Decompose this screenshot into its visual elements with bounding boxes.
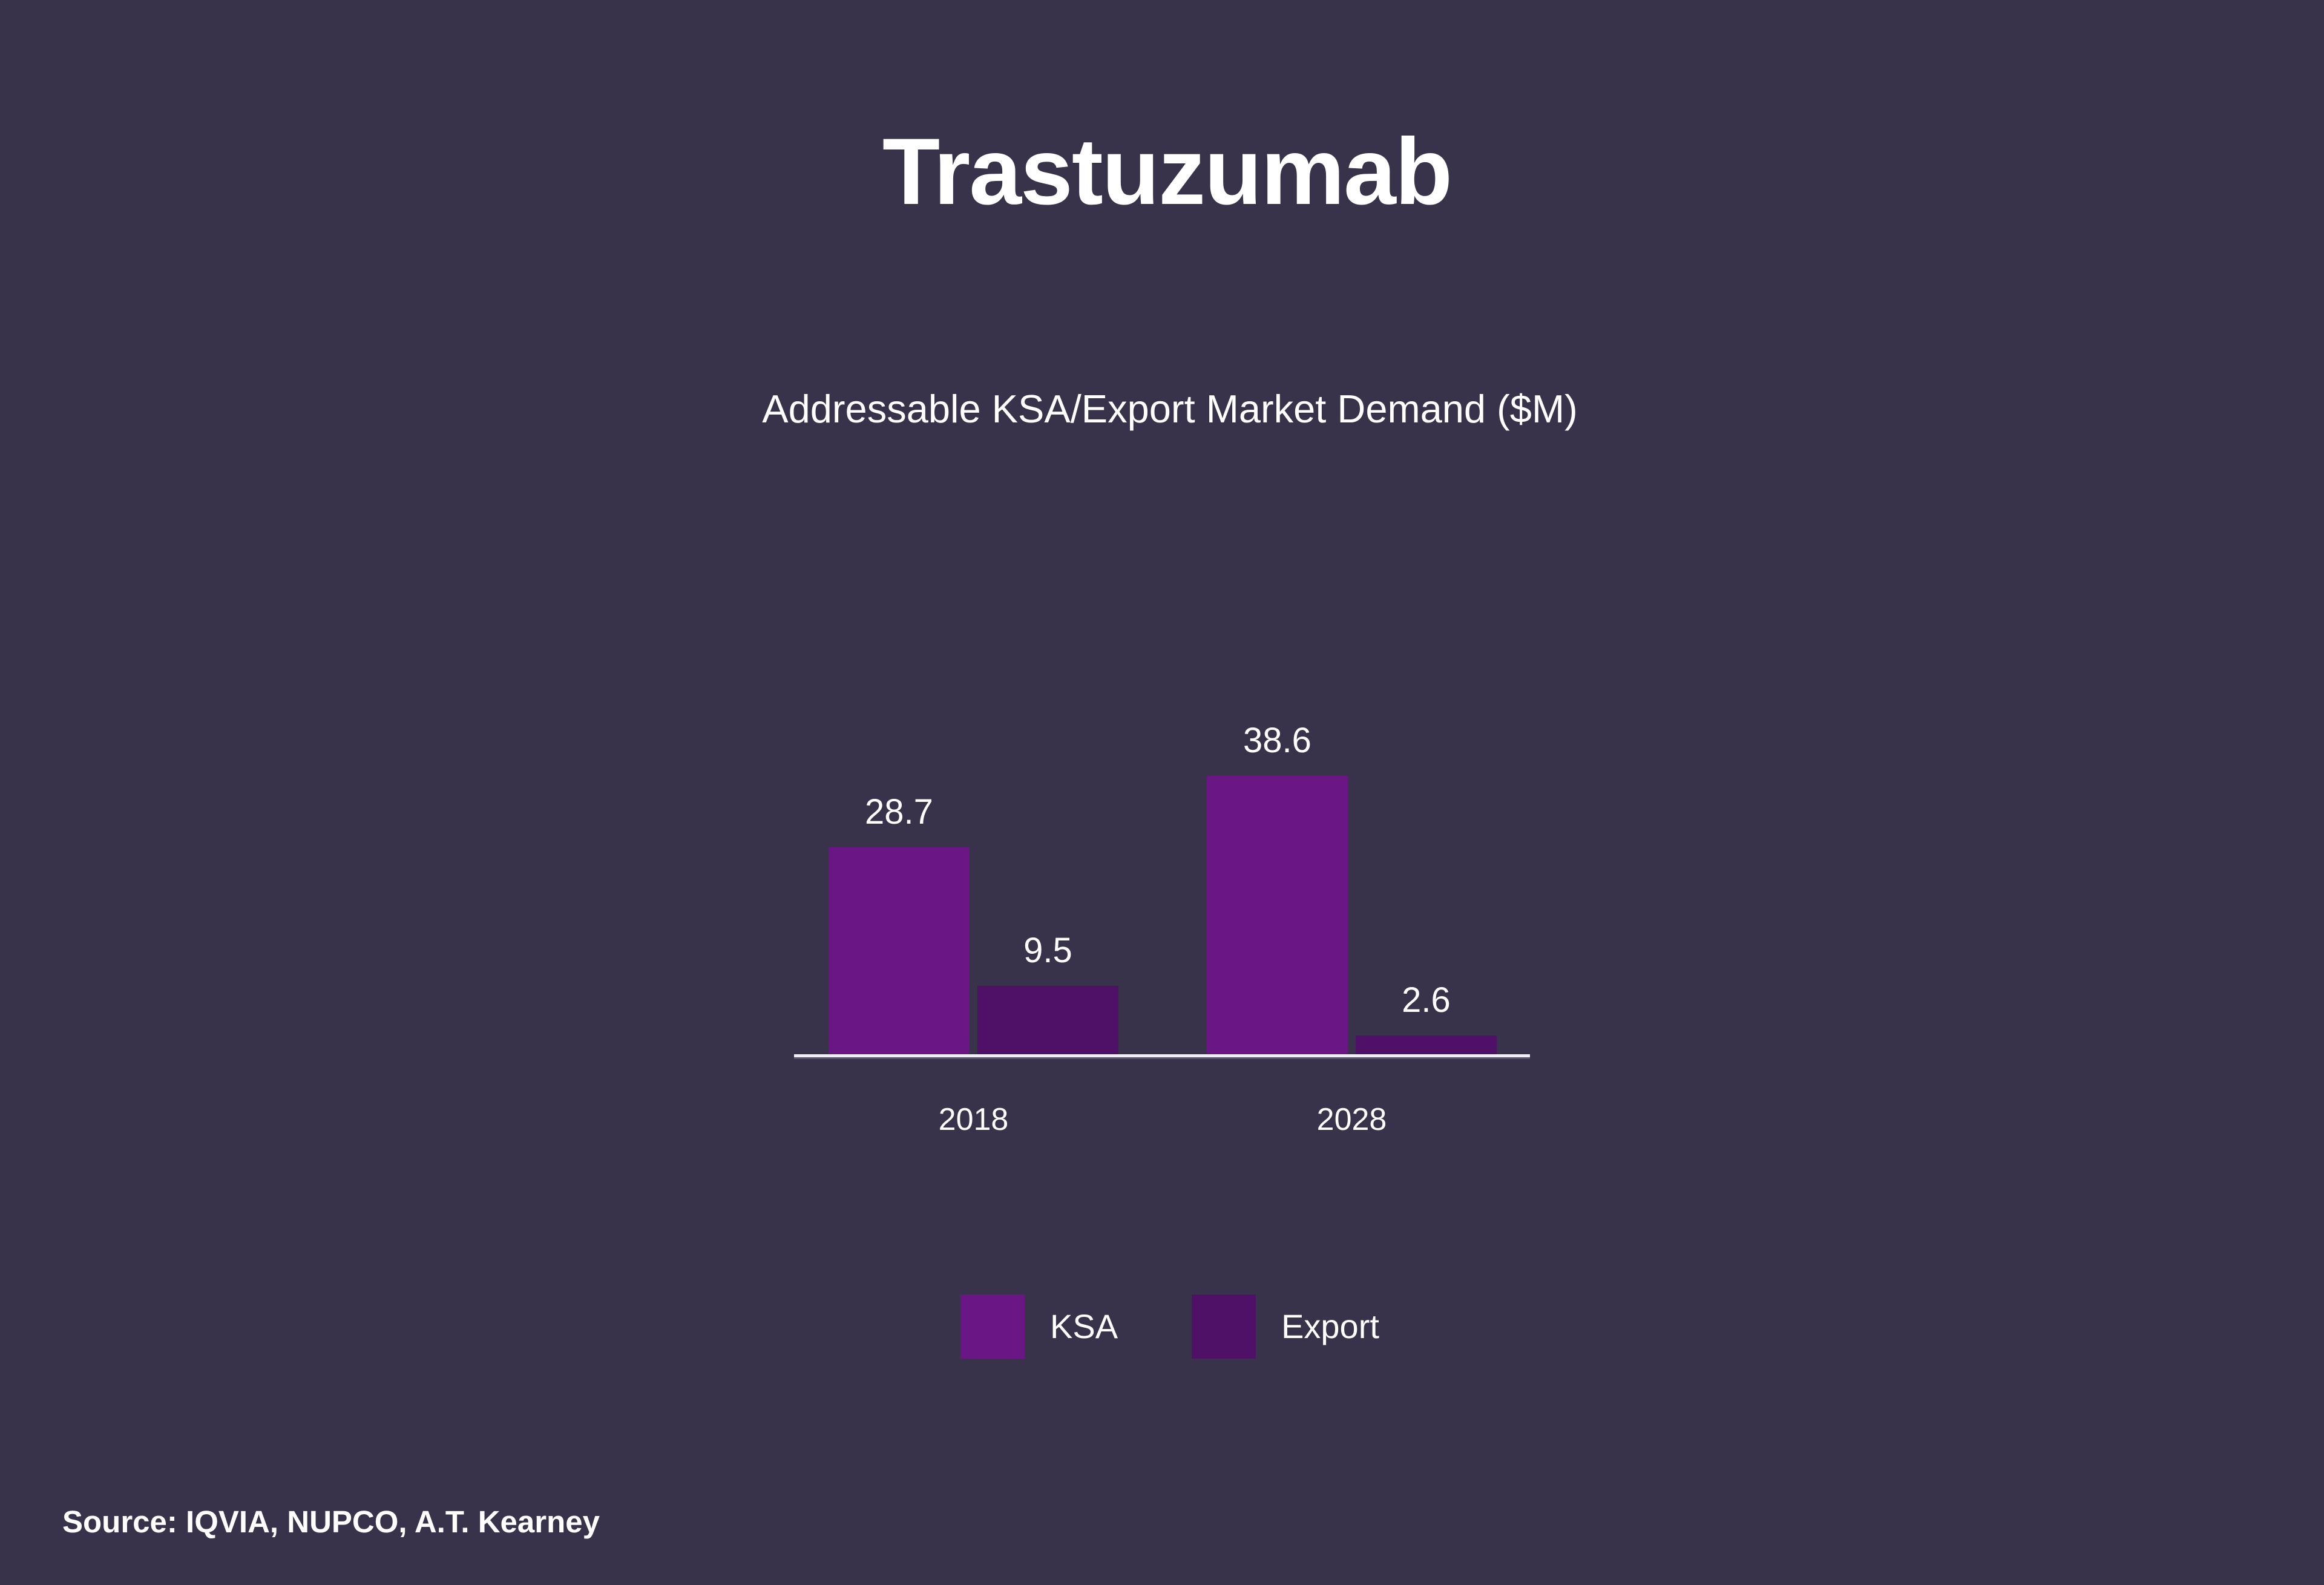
- legend-swatch-ksa: [960, 1295, 1025, 1359]
- slide-title: Trastuzumab: [882, 119, 1452, 225]
- bar-export-2018: [977, 986, 1118, 1054]
- bar-export-2028: [1356, 1035, 1497, 1054]
- x-axis-line: [794, 1054, 1530, 1057]
- source-note: Source: IQVIA, NUPCO, A.T. Kearney: [62, 1505, 600, 1539]
- legend-label: KSA: [1050, 1307, 1118, 1345]
- legend-item-ksa: KSA: [960, 1295, 1118, 1359]
- chart-title: Addressable KSA/Export Market Demand ($M…: [762, 387, 1578, 431]
- bar-value-label: 2.6: [1402, 980, 1451, 1020]
- legend-item-export: Export: [1192, 1295, 1379, 1359]
- bar-ksa-2018: [829, 847, 970, 1054]
- bar-value-label: 28.7: [865, 792, 933, 832]
- legend-swatch-export: [1192, 1295, 1256, 1359]
- bar-value-label: 38.6: [1243, 721, 1311, 760]
- legend-label: Export: [1281, 1307, 1379, 1345]
- x-axis-label: 2018: [938, 1102, 1009, 1137]
- bar-value-label: 9.5: [1023, 931, 1072, 970]
- x-axis-label: 2028: [1316, 1102, 1387, 1137]
- chart-legend: KSA Export: [960, 1295, 1379, 1359]
- bar-ksa-2028: [1207, 776, 1348, 1054]
